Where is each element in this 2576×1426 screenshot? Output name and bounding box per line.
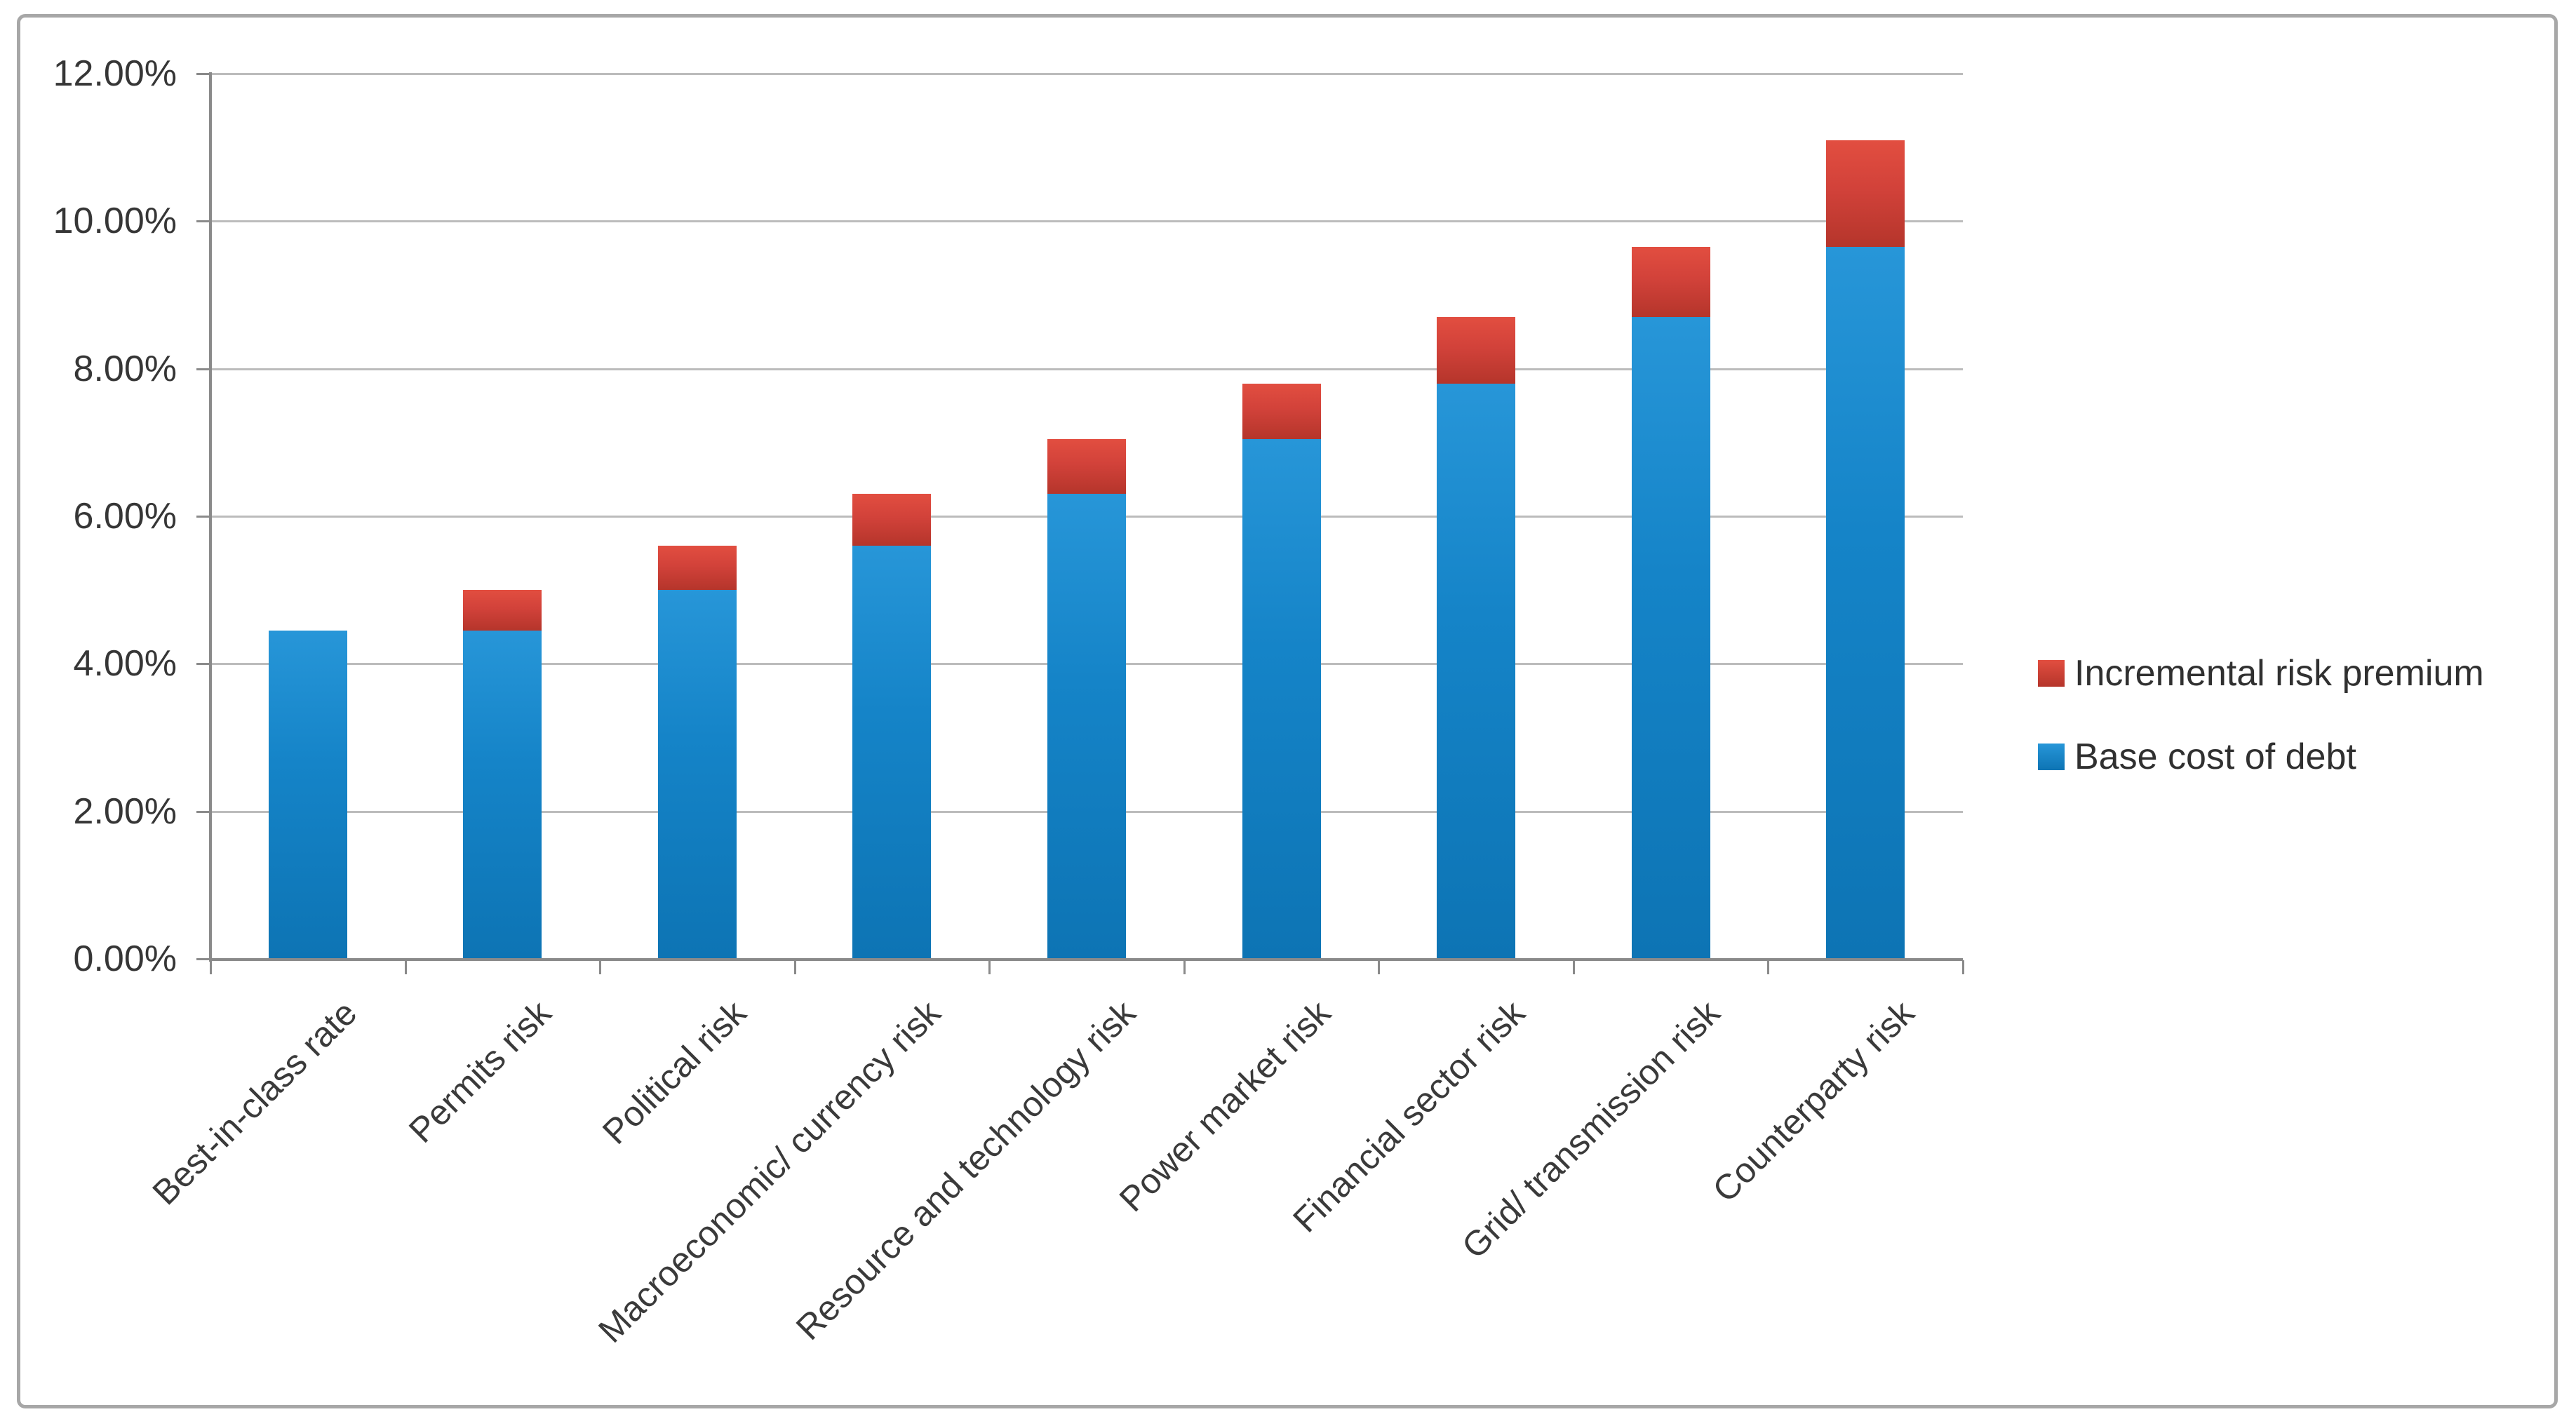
y-axis-tick <box>196 516 210 518</box>
bar-segment-incremental-risk-premium <box>463 590 542 631</box>
y-axis-tick <box>196 663 210 666</box>
x-axis-category-label: Financial sector risk <box>1285 993 1533 1240</box>
x-axis-category-label: Macroeconomic/ currency risk <box>591 993 948 1350</box>
x-axis-tick <box>988 960 991 974</box>
y-axis-tick-label: 12.00% <box>53 53 177 94</box>
x-axis-tick <box>1962 960 1964 974</box>
x-axis-tick <box>1767 960 1770 974</box>
bar-segment-base-cost-of-debt <box>1826 247 1905 959</box>
bar-segment-incremental-risk-premium <box>1047 438 1126 495</box>
bar-segment-incremental-risk-premium <box>657 546 737 591</box>
bar-segment-incremental-risk-premium <box>1631 247 1710 318</box>
gridline <box>210 368 1963 370</box>
x-axis-category-label: Permits risk <box>401 993 559 1150</box>
x-axis-category-label: Political risk <box>594 993 754 1152</box>
x-axis-category-label: Power market risk <box>1111 993 1338 1220</box>
y-axis-tick <box>196 958 210 960</box>
legend-swatch-incremental-risk-premium <box>2038 660 2065 687</box>
x-axis-tick <box>404 960 407 974</box>
y-axis-tick <box>196 73 210 75</box>
legend-swatch-base-cost-of-debt <box>2038 744 2065 770</box>
gridline <box>210 220 1963 223</box>
bar-segment-base-cost-of-debt <box>268 631 347 959</box>
y-axis-tick-label: 0.00% <box>73 939 177 979</box>
y-axis-tick-label: 4.00% <box>73 643 177 685</box>
bar-segment-incremental-risk-premium <box>1242 383 1321 439</box>
bar-segment-base-cost-of-debt <box>1047 494 1126 959</box>
y-axis-tick <box>196 368 210 370</box>
y-axis-tick-label: 10.00% <box>53 201 177 242</box>
bar-segment-base-cost-of-debt <box>657 590 737 959</box>
bar-segment-incremental-risk-premium <box>1826 140 1905 248</box>
x-axis-category-label: Resource and technology risk <box>788 993 1143 1348</box>
legend-item-base-cost-of-debt: Base cost of debt <box>2038 736 2356 777</box>
y-axis-tick <box>196 810 210 813</box>
bar-segment-base-cost-of-debt <box>1437 383 1516 959</box>
x-axis-tick <box>1183 960 1186 974</box>
gridline <box>210 73 1963 75</box>
y-axis-tick-label: 8.00% <box>73 348 177 389</box>
legend-item-incremental-risk-premium: Incremental risk premium <box>2038 653 2484 694</box>
y-axis-tick <box>196 220 210 223</box>
y-axis-line <box>209 72 212 962</box>
bar-segment-base-cost-of-debt <box>463 631 542 959</box>
x-axis-tick <box>210 960 212 974</box>
x-axis-tick <box>1572 960 1575 974</box>
legend-label-incremental-risk-premium: Incremental risk premium <box>2074 653 2484 694</box>
y-axis-tick-label: 6.00% <box>73 496 177 537</box>
bar-segment-base-cost-of-debt <box>852 546 932 959</box>
y-axis-tick-label: 2.00% <box>73 791 177 832</box>
legend-label-base-cost-of-debt: Base cost of debt <box>2074 736 2356 777</box>
x-axis-line <box>209 958 1963 961</box>
bar-segment-base-cost-of-debt <box>1242 438 1321 959</box>
x-axis-category-label: Grid/ transmission risk <box>1454 993 1727 1266</box>
x-axis-tick <box>1378 960 1381 974</box>
x-axis-category-label: Counterparty risk <box>1705 993 1922 1210</box>
x-axis-tick <box>793 960 796 974</box>
bar-segment-incremental-risk-premium <box>852 494 932 546</box>
bar-segment-incremental-risk-premium <box>1437 317 1516 384</box>
x-axis-tick <box>599 960 602 974</box>
bar-segment-base-cost-of-debt <box>1631 317 1710 959</box>
x-axis-category-label: Best-in-class rate <box>145 993 365 1213</box>
